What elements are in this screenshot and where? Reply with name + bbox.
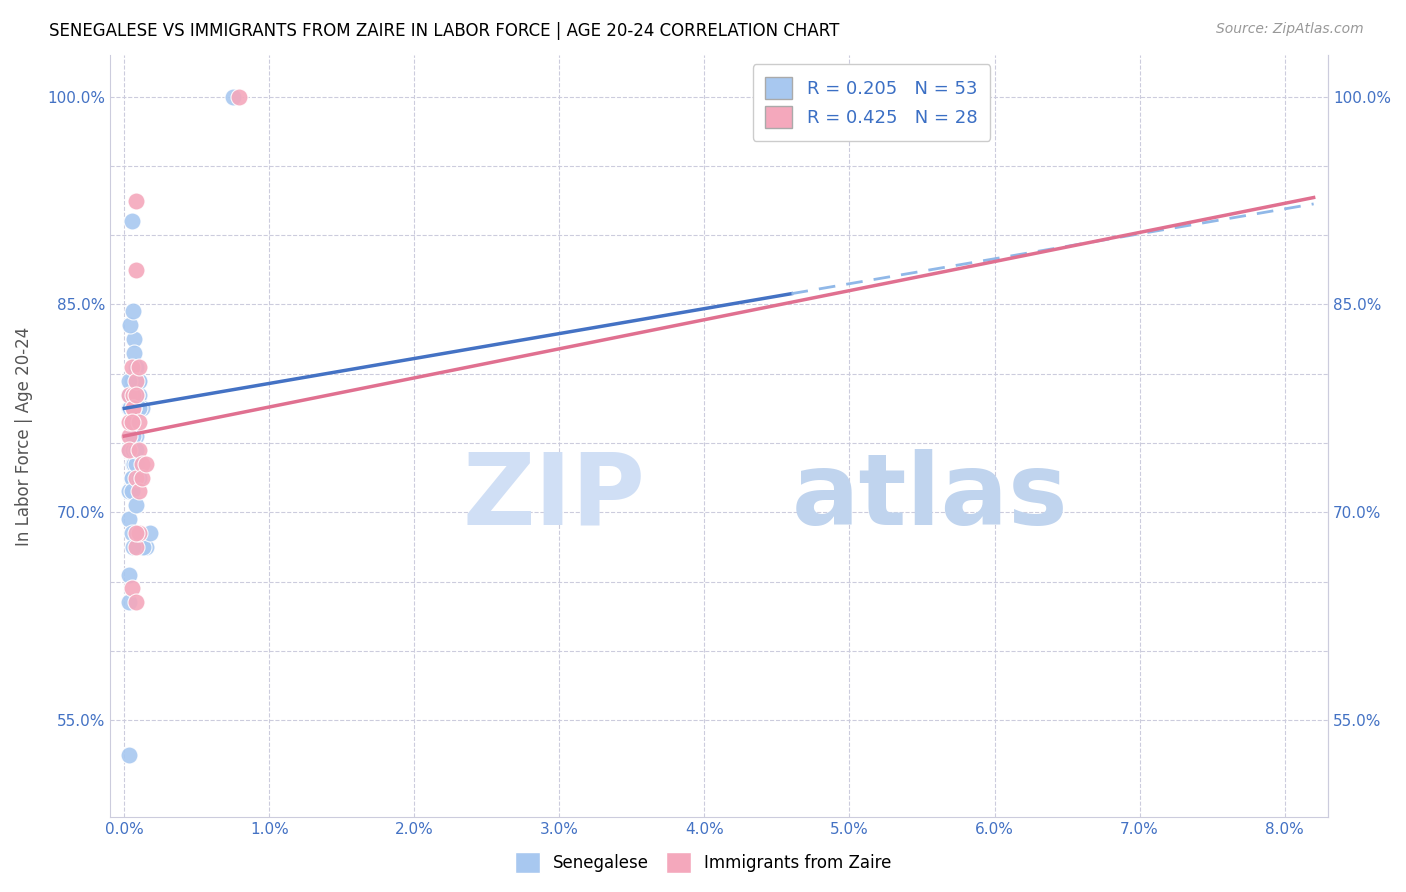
Y-axis label: In Labor Force | Age 20-24: In Labor Force | Age 20-24 xyxy=(15,326,32,546)
Point xyxy=(122,540,145,554)
Point xyxy=(128,526,150,541)
Point xyxy=(121,470,143,484)
Point xyxy=(125,442,148,457)
Point xyxy=(125,540,148,554)
Point xyxy=(117,442,139,457)
Point xyxy=(120,415,142,429)
Point xyxy=(128,470,150,484)
Point xyxy=(125,401,148,416)
Point xyxy=(124,346,146,360)
Point xyxy=(121,484,143,499)
Point xyxy=(228,89,250,103)
Point xyxy=(132,540,155,554)
Point xyxy=(122,401,145,416)
Point xyxy=(117,429,139,443)
Point xyxy=(132,540,155,554)
Point xyxy=(135,457,157,471)
Point xyxy=(128,374,150,388)
Point xyxy=(122,387,145,401)
Point xyxy=(117,512,139,526)
Point xyxy=(124,332,146,346)
Point xyxy=(124,457,146,471)
Text: SENEGALESE VS IMMIGRANTS FROM ZAIRE IN LABOR FORCE | AGE 20-24 CORRELATION CHART: SENEGALESE VS IMMIGRANTS FROM ZAIRE IN L… xyxy=(49,22,839,40)
Point xyxy=(128,442,150,457)
Text: ZIP: ZIP xyxy=(463,449,645,546)
Point xyxy=(125,457,148,471)
Point xyxy=(131,470,153,484)
Point xyxy=(125,442,148,457)
Point xyxy=(121,415,143,429)
Point xyxy=(122,304,145,318)
Text: atlas: atlas xyxy=(792,449,1069,546)
Point xyxy=(125,387,148,401)
Point xyxy=(128,359,150,374)
Point xyxy=(120,415,142,429)
Point xyxy=(128,484,150,499)
Point xyxy=(122,442,145,457)
Text: Source: ZipAtlas.com: Source: ZipAtlas.com xyxy=(1216,22,1364,37)
Point xyxy=(125,526,148,541)
Point xyxy=(120,318,142,333)
Point xyxy=(125,387,148,401)
Point xyxy=(125,470,148,484)
Point xyxy=(117,442,139,457)
Legend: Senegalese, Immigrants from Zaire: Senegalese, Immigrants from Zaire xyxy=(508,846,898,880)
Point xyxy=(117,484,139,499)
Point xyxy=(222,89,245,103)
Legend: R = 0.205   N = 53, R = 0.425   N = 28: R = 0.205 N = 53, R = 0.425 N = 28 xyxy=(752,64,990,141)
Point xyxy=(120,429,142,443)
Point xyxy=(117,401,139,416)
Point xyxy=(128,401,150,416)
Point xyxy=(128,387,150,401)
Point xyxy=(117,747,139,762)
Point xyxy=(120,415,142,429)
Point xyxy=(125,263,148,277)
Point xyxy=(122,401,145,416)
Point xyxy=(128,374,150,388)
Point xyxy=(125,595,148,609)
Point xyxy=(117,387,139,401)
Point xyxy=(131,457,153,471)
Point xyxy=(125,359,148,374)
Point xyxy=(122,457,145,471)
Point xyxy=(117,374,139,388)
Point xyxy=(125,374,148,388)
Point xyxy=(135,540,157,554)
Point xyxy=(125,429,148,443)
Point xyxy=(131,401,153,416)
Point xyxy=(117,595,139,609)
Point xyxy=(125,499,148,513)
Point xyxy=(128,415,150,429)
Point xyxy=(117,387,139,401)
Point xyxy=(121,526,143,541)
Point xyxy=(125,194,148,208)
Point xyxy=(117,567,139,582)
Point xyxy=(121,429,143,443)
Point xyxy=(121,359,143,374)
Point xyxy=(117,415,139,429)
Point xyxy=(120,401,142,416)
Point xyxy=(122,415,145,429)
Point xyxy=(121,214,143,228)
Point xyxy=(121,582,143,596)
Point xyxy=(121,470,143,484)
Point xyxy=(139,526,162,541)
Point xyxy=(117,387,139,401)
Point xyxy=(120,415,142,429)
Point xyxy=(122,429,145,443)
Point xyxy=(122,401,145,416)
Point xyxy=(122,415,145,429)
Point xyxy=(121,374,143,388)
